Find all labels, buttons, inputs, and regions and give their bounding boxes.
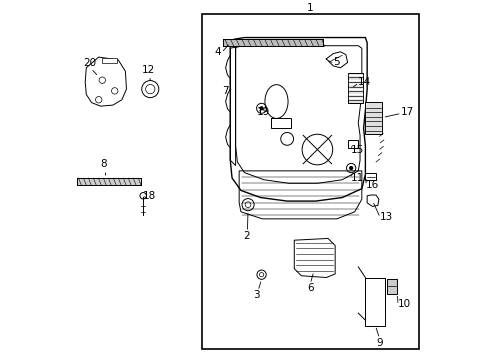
- Text: 19: 19: [256, 107, 270, 117]
- Bar: [202, 14, 418, 348]
- Text: 13: 13: [379, 212, 392, 222]
- Text: 9: 9: [376, 338, 382, 348]
- Text: 8: 8: [101, 159, 107, 169]
- Text: 14: 14: [358, 77, 371, 87]
- Text: 6: 6: [306, 283, 313, 293]
- Bar: [102, 58, 116, 63]
- Bar: [347, 73, 362, 103]
- Text: 11: 11: [350, 173, 364, 183]
- Circle shape: [140, 193, 146, 199]
- Text: 20: 20: [83, 58, 96, 68]
- Circle shape: [259, 106, 263, 111]
- Bar: [365, 174, 375, 180]
- Text: 3: 3: [253, 290, 260, 300]
- Text: 12: 12: [142, 65, 155, 75]
- Circle shape: [348, 166, 352, 170]
- Text: 18: 18: [143, 191, 156, 201]
- Bar: [365, 278, 384, 325]
- Bar: [347, 140, 358, 148]
- Text: 10: 10: [397, 299, 409, 309]
- Bar: [386, 279, 397, 293]
- Text: 5: 5: [333, 58, 339, 67]
- Text: 1: 1: [306, 3, 313, 13]
- Text: 7: 7: [222, 86, 228, 96]
- Text: 15: 15: [350, 144, 364, 154]
- Text: 17: 17: [400, 107, 413, 117]
- Text: 16: 16: [365, 180, 378, 190]
- Bar: [365, 102, 382, 134]
- Text: 4: 4: [214, 47, 221, 57]
- Text: 2: 2: [243, 231, 249, 241]
- Bar: [271, 117, 290, 128]
